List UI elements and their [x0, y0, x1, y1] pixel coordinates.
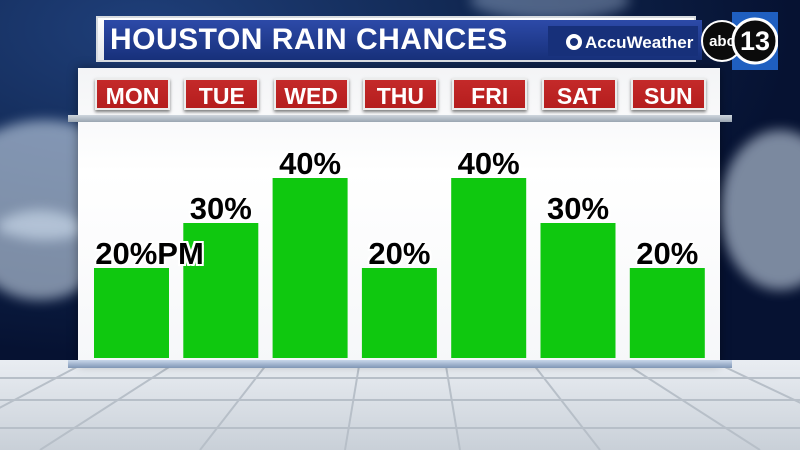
floor-grid: [0, 360, 800, 450]
value-label-sat: 30%: [546, 191, 610, 226]
accuweather-sun-icon: [566, 34, 582, 50]
board-top-rail: [68, 115, 732, 122]
abc13-logo: abc 13: [701, 12, 778, 70]
page-title: HOUSTON RAIN CHANCES: [110, 23, 508, 56]
sponsor-label: AccuWeather: [585, 33, 694, 52]
day-label-thu: THU: [362, 78, 438, 110]
value-label-sun: 20%: [636, 236, 699, 271]
value-label-mon: 20%PM: [95, 236, 204, 271]
bar-mon: [94, 268, 169, 358]
bar-sun: [629, 268, 705, 358]
abc-logo-text: abc: [709, 33, 735, 50]
bar-thu: [361, 268, 437, 358]
value-label-thu: 20%: [368, 236, 431, 271]
day-label-tue: TUE: [184, 78, 260, 110]
cloud: [470, 0, 630, 20]
bar-wed: [272, 178, 348, 358]
bar-sat: [540, 223, 616, 358]
bar-fri: [451, 178, 527, 358]
day-label-fri: FRI: [452, 78, 528, 110]
day-label-mon: MON: [95, 78, 170, 110]
board-bottom-rail: [68, 360, 732, 368]
day-label-sat: SAT: [541, 78, 617, 110]
day-label-sun: SUN: [630, 78, 706, 110]
value-label-tue: 30%: [189, 191, 252, 226]
channel-number: 13: [740, 26, 770, 56]
day-label-wed: WED: [273, 78, 349, 110]
value-label-wed: 40%: [279, 146, 342, 181]
floor-lines: [0, 360, 800, 450]
bar-tue: [183, 223, 259, 358]
value-label-fri: 40%: [457, 146, 520, 181]
